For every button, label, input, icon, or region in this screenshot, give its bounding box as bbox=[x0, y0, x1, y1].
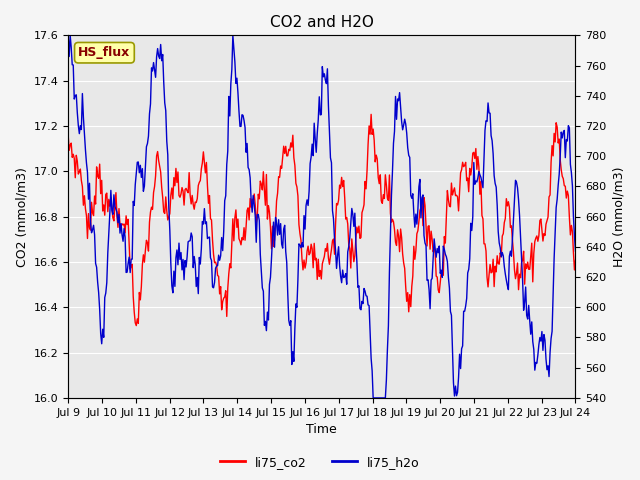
X-axis label: Time: Time bbox=[307, 423, 337, 436]
Y-axis label: H2O (mmol/m3): H2O (mmol/m3) bbox=[612, 167, 625, 267]
Y-axis label: CO2 (mmol/m3): CO2 (mmol/m3) bbox=[15, 167, 28, 266]
Text: HS_flux: HS_flux bbox=[78, 46, 131, 59]
Legend: li75_co2, li75_h2o: li75_co2, li75_h2o bbox=[215, 451, 425, 474]
Title: CO2 and H2O: CO2 and H2O bbox=[270, 15, 374, 30]
